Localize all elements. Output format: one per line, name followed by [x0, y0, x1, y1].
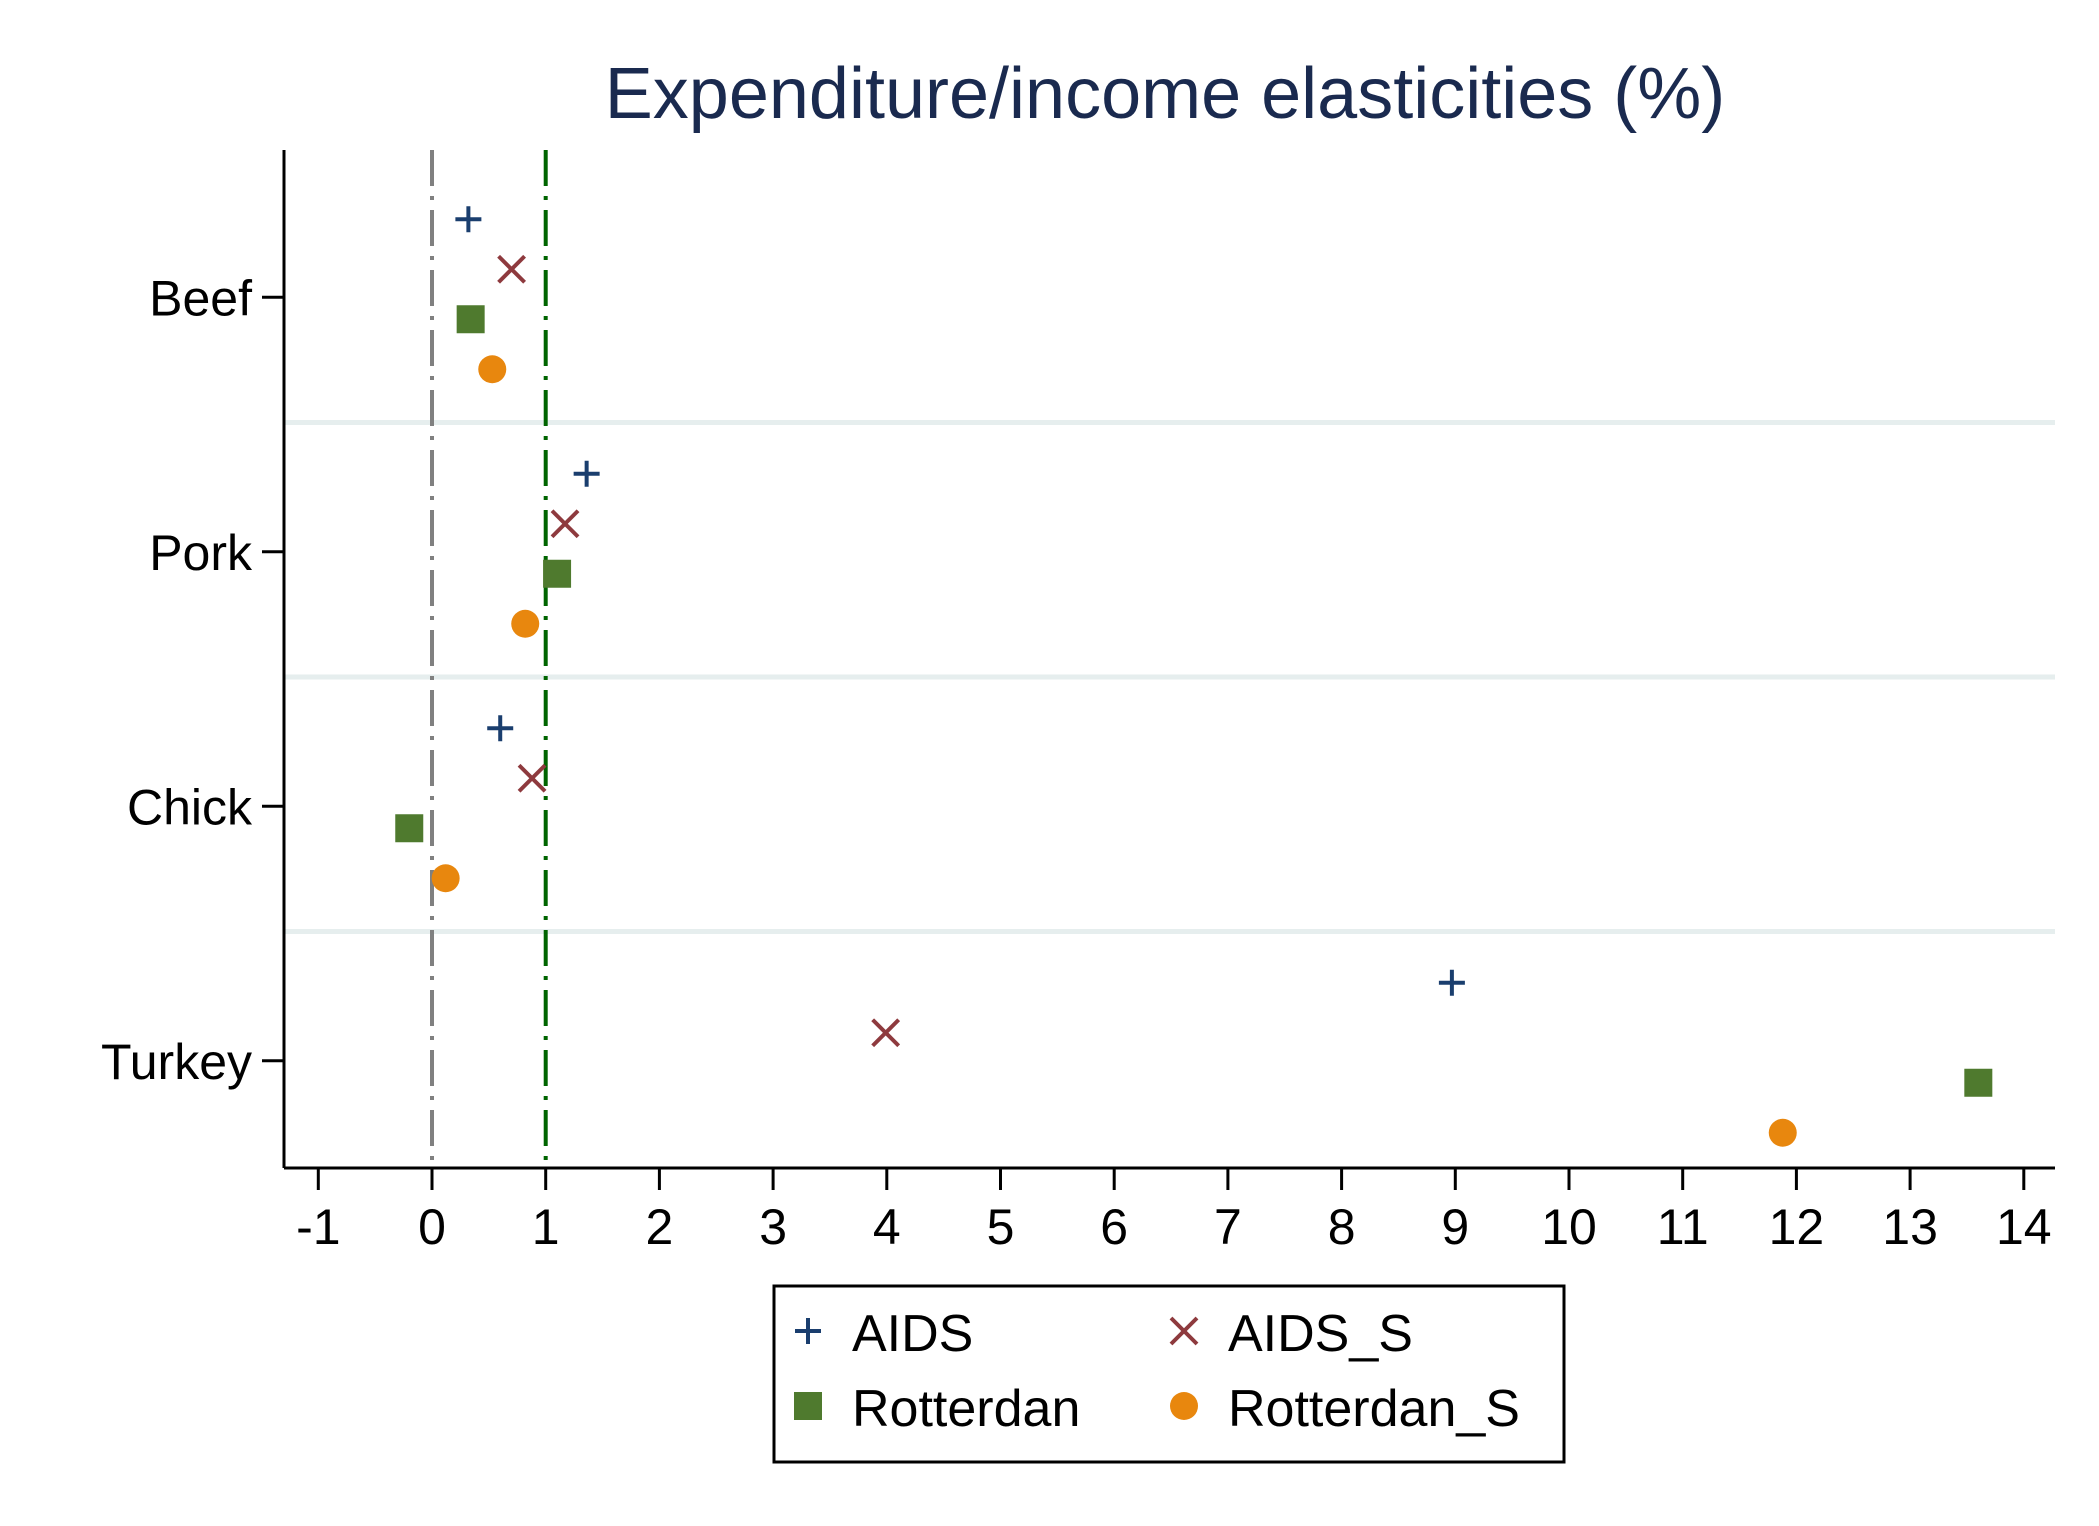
x-tick-label: 6 [1100, 1199, 1128, 1255]
legend-box [772, 1284, 1566, 1464]
x-tick-label: 13 [1882, 1199, 1938, 1255]
point-aids_s-beef [497, 254, 527, 284]
point-aids-turkey [1438, 969, 1465, 996]
point-aids_s-turkey [871, 1018, 901, 1048]
point-aids-beef [455, 206, 482, 233]
legend: AIDS AIDS_S Rotterdan Rotterdan_S [772, 1284, 1566, 1464]
y-tick-label-beef: Beef [149, 270, 252, 326]
point-aids_s-chick [517, 763, 547, 793]
point-rotterdan_s-chick [431, 864, 460, 893]
x-tick-label: 2 [645, 1199, 673, 1255]
point-aids_s-pork [550, 509, 580, 539]
point-rotterdan_s-turkey [1768, 1118, 1797, 1147]
legend-label-rotterdan: Rotterdan [852, 1380, 1080, 1438]
legend-marker-rotterdan_s [1170, 1392, 1198, 1420]
x-tick-label: 1 [532, 1199, 560, 1255]
x-tick-label: 7 [1214, 1199, 1242, 1255]
y-tick-label-pork: Pork [149, 525, 253, 581]
x-tick-label: 5 [987, 1199, 1015, 1255]
x-tick-label: 10 [1541, 1199, 1597, 1255]
y-tick-label-turkey: Turkey [101, 1034, 252, 1090]
point-rotterdan-turkey [1964, 1068, 1993, 1097]
legend-marker-aids [795, 1318, 821, 1344]
point-rotterdan-beef [456, 305, 485, 334]
x-tick-label: -1 [296, 1199, 340, 1255]
point-rotterdan_s-beef [478, 355, 507, 384]
x-tick-label: 9 [1441, 1199, 1469, 1255]
legend-marker-aids_s [1169, 1316, 1199, 1346]
point-rotterdan-chick [395, 814, 424, 843]
chart-title: Expenditure/income elasticities (%) [605, 54, 1725, 134]
legend-label-aids_s: AIDS_S [1228, 1305, 1413, 1363]
x-tick-label: 3 [759, 1199, 787, 1255]
legend-label-rotterdan_s: Rotterdan_S [1228, 1380, 1520, 1438]
legend-marker-rotterdan [794, 1392, 822, 1420]
point-aids-chick [487, 715, 514, 742]
point-rotterdan_s-pork [511, 609, 540, 638]
x-tick-label: 12 [1769, 1199, 1825, 1255]
x-tick-label: 14 [1996, 1199, 2052, 1255]
x-tick-label: 0 [418, 1199, 446, 1255]
x-tick-label: 4 [873, 1199, 901, 1255]
x-tick-label: 8 [1328, 1199, 1356, 1255]
x-tick-label: 11 [1657, 1199, 1709, 1255]
y-tick-label-chick: Chick [127, 779, 253, 835]
point-rotterdan-pork [543, 559, 572, 588]
legend-label-aids: AIDS [852, 1305, 973, 1363]
point-aids-pork [573, 460, 600, 487]
